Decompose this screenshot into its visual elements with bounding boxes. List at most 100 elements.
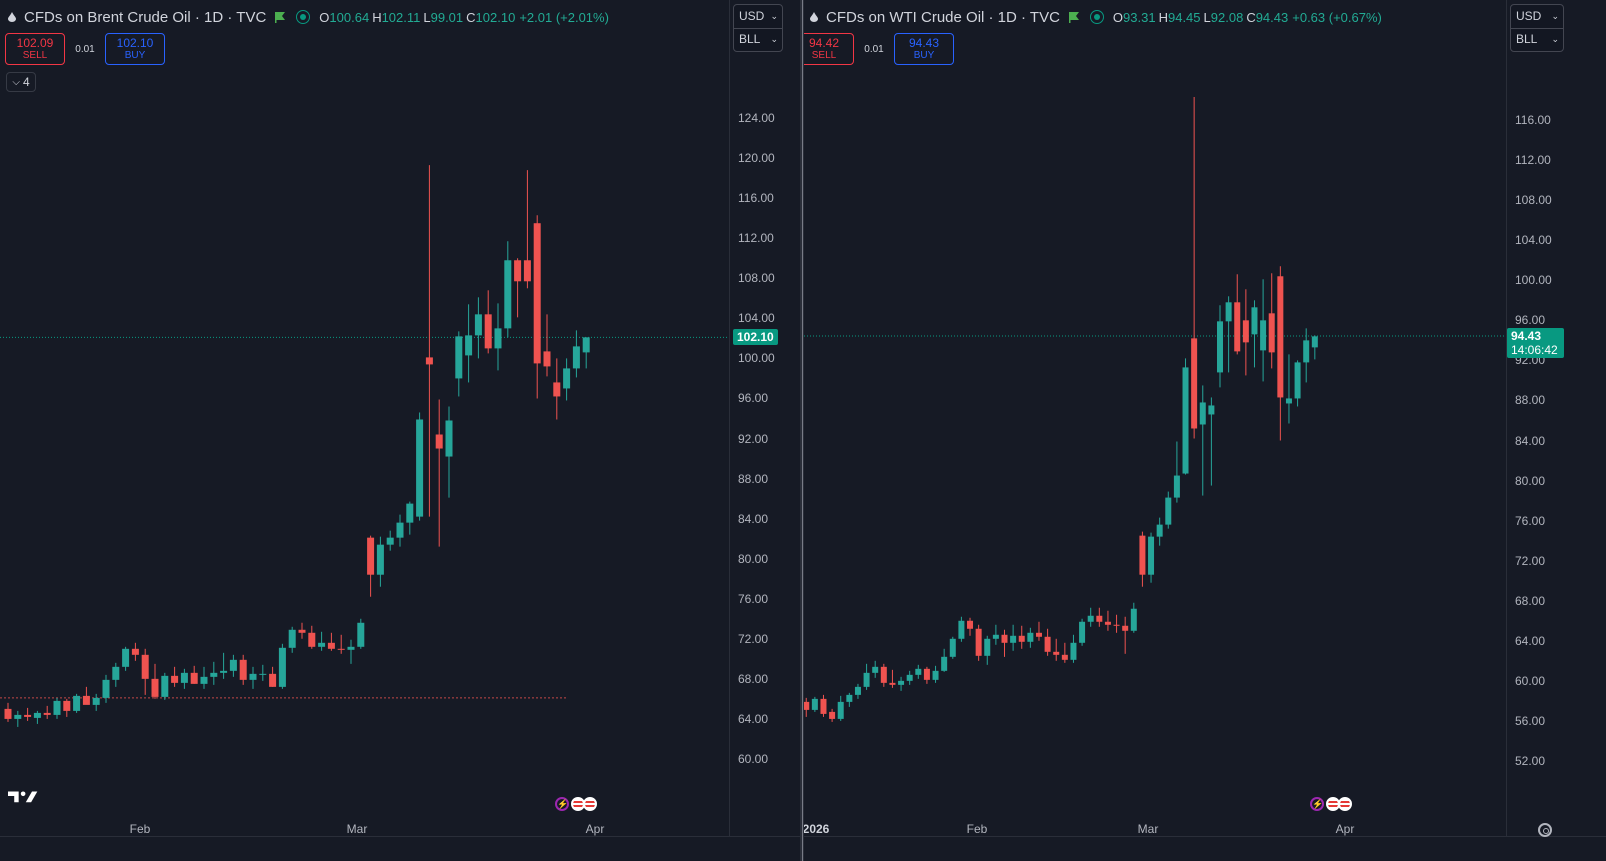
candle[interactable] <box>131 642 139 661</box>
candle[interactable] <box>1294 360 1301 407</box>
candle[interactable] <box>455 331 463 397</box>
candle[interactable] <box>958 616 965 642</box>
candle[interactable] <box>1096 607 1103 627</box>
candle[interactable] <box>1018 625 1025 649</box>
candle[interactable] <box>1225 296 1232 373</box>
candle[interactable] <box>820 694 827 717</box>
unit-select[interactable]: BLL ⌄ <box>734 28 782 51</box>
candle[interactable] <box>288 626 296 653</box>
candle[interactable] <box>151 663 159 699</box>
candle[interactable] <box>1139 531 1146 587</box>
lightning-event-icon[interactable]: ⚡ <box>555 797 569 811</box>
candle[interactable] <box>161 672 169 700</box>
candle[interactable] <box>1156 517 1163 546</box>
pane-divider[interactable] <box>800 0 804 861</box>
candle[interactable] <box>122 646 130 671</box>
candle[interactable] <box>63 698 71 717</box>
events-strip[interactable]: ⚡ <box>555 797 597 811</box>
us-flag-event-icon[interactable] <box>1338 797 1352 811</box>
candle[interactable] <box>308 625 316 649</box>
candle[interactable] <box>1277 266 1284 441</box>
candle[interactable] <box>14 710 22 727</box>
candle[interactable] <box>43 705 51 719</box>
candle[interactable] <box>1027 627 1034 648</box>
candle[interactable] <box>318 631 326 651</box>
candle[interactable] <box>811 696 818 712</box>
candle[interactable] <box>1087 607 1094 627</box>
candle[interactable] <box>220 652 228 679</box>
candle[interactable] <box>563 358 571 401</box>
candle[interactable] <box>949 636 956 659</box>
candle[interactable] <box>465 304 473 383</box>
candle[interactable] <box>229 654 237 677</box>
candle[interactable] <box>416 412 424 521</box>
candle[interactable] <box>278 643 286 689</box>
candle[interactable] <box>347 639 355 664</box>
candle[interactable] <box>298 622 306 639</box>
candle[interactable] <box>915 664 922 679</box>
candle[interactable] <box>967 617 974 636</box>
candle[interactable] <box>386 530 394 551</box>
chart-pane-wti[interactable]: CFDs on WTI Crude Oil · 1D · TVC O 93.31 … <box>804 0 1606 861</box>
candle[interactable] <box>269 666 277 687</box>
candle[interactable] <box>484 290 492 354</box>
lightning-event-icon[interactable]: ⚡ <box>1310 797 1324 811</box>
chart-pane-brent[interactable]: CFDs on Brent Crude Oil · 1D · TVC O 100.… <box>0 0 800 861</box>
candle[interactable] <box>504 241 512 338</box>
candle[interactable] <box>582 337 590 369</box>
candle[interactable] <box>1199 385 1206 496</box>
currency-select[interactable]: USD ⌄ <box>734 5 782 28</box>
candle[interactable] <box>1234 274 1241 355</box>
candle[interactable] <box>1010 624 1017 651</box>
candle[interactable] <box>854 683 861 699</box>
candle[interactable] <box>180 668 188 689</box>
candle[interactable] <box>889 669 896 688</box>
candle[interactable] <box>396 514 404 547</box>
candle[interactable] <box>474 297 482 359</box>
candle[interactable] <box>494 303 502 371</box>
candle[interactable] <box>1303 328 1310 383</box>
candle[interactable] <box>1191 97 1198 439</box>
candle[interactable] <box>239 654 247 685</box>
candle[interactable] <box>804 697 810 717</box>
unit-select[interactable]: BLL ⌄ <box>1511 28 1563 51</box>
candle[interactable] <box>406 501 414 535</box>
candle[interactable] <box>376 536 384 587</box>
sell-button[interactable]: 94.42 SELL <box>804 33 854 65</box>
symbol-title[interactable]: CFDs on WTI Crude Oil · 1D · TVC <box>826 8 1060 26</box>
events-strip[interactable]: ⚡ <box>1310 797 1352 811</box>
candle[interactable] <box>572 330 580 378</box>
candle[interactable] <box>1268 273 1275 369</box>
candle[interactable] <box>33 710 41 724</box>
candle[interactable] <box>1217 305 1223 388</box>
candle[interactable] <box>1208 397 1215 486</box>
candle[interactable] <box>1242 289 1249 376</box>
price-plot-wti[interactable] <box>804 0 1606 861</box>
market-status-icon[interactable] <box>296 10 311 24</box>
candle[interactable] <box>259 664 267 681</box>
candle[interactable] <box>837 695 844 721</box>
candle[interactable] <box>992 624 999 645</box>
candle[interactable] <box>941 648 948 672</box>
candle[interactable] <box>1148 532 1155 583</box>
candle[interactable] <box>1001 629 1008 657</box>
candle[interactable] <box>863 663 870 690</box>
candle[interactable] <box>543 314 551 377</box>
market-status-icon[interactable] <box>1089 10 1104 24</box>
candle[interactable] <box>923 666 930 684</box>
symbol-title[interactable]: CFDs on Brent Crude Oil · 1D · TVC <box>24 8 267 26</box>
candle[interactable] <box>898 676 905 691</box>
candle[interactable] <box>872 660 879 678</box>
candle[interactable] <box>73 693 81 713</box>
candle[interactable] <box>425 165 433 517</box>
candle[interactable] <box>435 399 443 547</box>
candle[interactable] <box>1285 354 1292 424</box>
candle[interactable] <box>445 406 453 498</box>
candle[interactable] <box>1130 602 1137 633</box>
us-flag-event-icon[interactable] <box>583 797 597 811</box>
candle[interactable] <box>523 170 531 289</box>
candle[interactable] <box>932 665 939 683</box>
gear-icon[interactable] <box>1538 823 1552 837</box>
candle[interactable] <box>1035 621 1042 641</box>
candle[interactable] <box>92 693 100 711</box>
